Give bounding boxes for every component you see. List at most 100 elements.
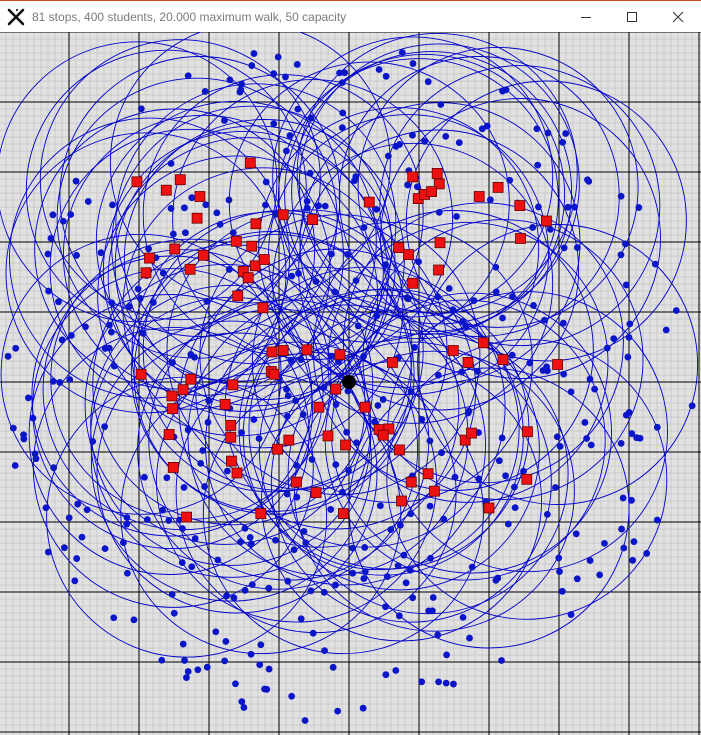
student-dot xyxy=(529,224,537,231)
student-dot xyxy=(246,534,254,541)
student-dot xyxy=(307,114,315,122)
student-dot xyxy=(110,614,118,622)
student-dot xyxy=(533,125,541,133)
student-dot xyxy=(237,538,244,546)
student-dot xyxy=(47,234,55,242)
student-dot xyxy=(559,138,567,146)
student-dot xyxy=(49,211,57,219)
student-dot xyxy=(564,203,572,211)
school-layer xyxy=(342,375,356,389)
walk-radius-circle xyxy=(90,296,372,578)
student-dot xyxy=(60,544,68,552)
title-bar[interactable]: 81 stops, 400 students, 20.000 maximum w… xyxy=(0,0,701,32)
student-dot xyxy=(442,132,450,140)
walk-radius-circle xyxy=(137,308,419,590)
student-dot xyxy=(204,418,212,426)
student-dot xyxy=(290,546,298,554)
student-dot xyxy=(495,457,503,465)
student-dot xyxy=(581,419,589,426)
walk-radius-circle xyxy=(293,350,575,632)
bus-stop-marker xyxy=(383,423,395,435)
bus-stop-marker xyxy=(473,191,485,202)
x-window-icon[interactable] xyxy=(0,2,32,32)
maximize-icon[interactable] xyxy=(609,1,655,32)
bus-stop-marker xyxy=(231,467,243,479)
simulation-canvas[interactable] xyxy=(0,32,701,735)
student-dot xyxy=(404,295,412,303)
student-dot xyxy=(379,396,387,403)
student-dot xyxy=(101,423,109,431)
student-dot xyxy=(136,295,144,302)
student-dot xyxy=(392,667,400,674)
bus-stop-marker xyxy=(257,302,269,314)
student-dot xyxy=(398,49,406,57)
student-dot xyxy=(336,69,343,77)
student-dot xyxy=(372,205,380,213)
student-dot xyxy=(213,209,221,217)
student-dot xyxy=(462,323,470,331)
student-dot xyxy=(327,506,335,513)
student-dot xyxy=(474,367,481,375)
student-dot xyxy=(184,668,192,675)
student-dot xyxy=(283,490,291,498)
student-dot xyxy=(225,196,233,204)
student-dot xyxy=(470,297,478,305)
student-dot xyxy=(321,647,328,655)
bus-stop-marker xyxy=(434,237,446,249)
student-dot xyxy=(434,371,442,379)
students-layer xyxy=(4,49,696,724)
walk-radius-circle xyxy=(97,155,379,437)
close-icon[interactable] xyxy=(655,1,701,32)
student-dot xyxy=(179,525,186,532)
student-dot xyxy=(66,376,74,383)
student-dot xyxy=(203,663,211,671)
student-dot xyxy=(438,449,446,457)
minimize-icon[interactable] xyxy=(563,1,609,32)
student-dot xyxy=(137,105,145,113)
student-dot xyxy=(653,516,661,524)
student-dot xyxy=(159,269,167,277)
walk-radius-circle xyxy=(90,284,372,566)
walk-radius-circle xyxy=(357,46,639,328)
student-dot xyxy=(375,66,383,73)
student-dot xyxy=(492,576,500,584)
student-dot xyxy=(610,335,618,342)
walk-radius-circle xyxy=(380,98,661,379)
student-dot xyxy=(573,244,581,251)
student-dot xyxy=(293,493,301,501)
student-dot xyxy=(483,122,491,130)
bus-stop-marker xyxy=(322,430,334,442)
student-dot xyxy=(320,384,328,391)
student-dot xyxy=(437,101,445,108)
student-dot xyxy=(123,514,131,521)
bus-stop-marker xyxy=(272,443,284,455)
bus-stop-marker xyxy=(337,508,349,520)
student-dot xyxy=(84,198,92,205)
bus-stop-marker xyxy=(291,476,302,488)
student-dot xyxy=(202,201,210,209)
bus-stop-marker xyxy=(514,200,526,212)
student-dot xyxy=(559,319,567,327)
student-dot xyxy=(194,666,202,674)
bus-stop-marker xyxy=(244,157,256,169)
student-dot xyxy=(506,176,514,184)
student-dot xyxy=(143,516,151,524)
student-dot xyxy=(182,229,189,237)
bus-stop-marker xyxy=(184,263,196,275)
student-dot xyxy=(562,130,570,137)
student-dot xyxy=(373,312,381,320)
student-dot xyxy=(478,125,486,133)
student-dot xyxy=(265,584,273,592)
student-dot xyxy=(119,539,127,546)
student-dot xyxy=(158,656,166,664)
student-dot xyxy=(374,402,382,409)
student-dot xyxy=(628,496,635,504)
walk-radius-circle xyxy=(386,338,668,620)
student-dot xyxy=(407,510,415,518)
student-dot xyxy=(411,344,418,351)
student-dot xyxy=(622,411,630,419)
student-dot xyxy=(628,430,636,437)
student-dot xyxy=(163,474,171,482)
walk-radius-circle xyxy=(258,309,540,591)
student-dot xyxy=(293,61,301,68)
